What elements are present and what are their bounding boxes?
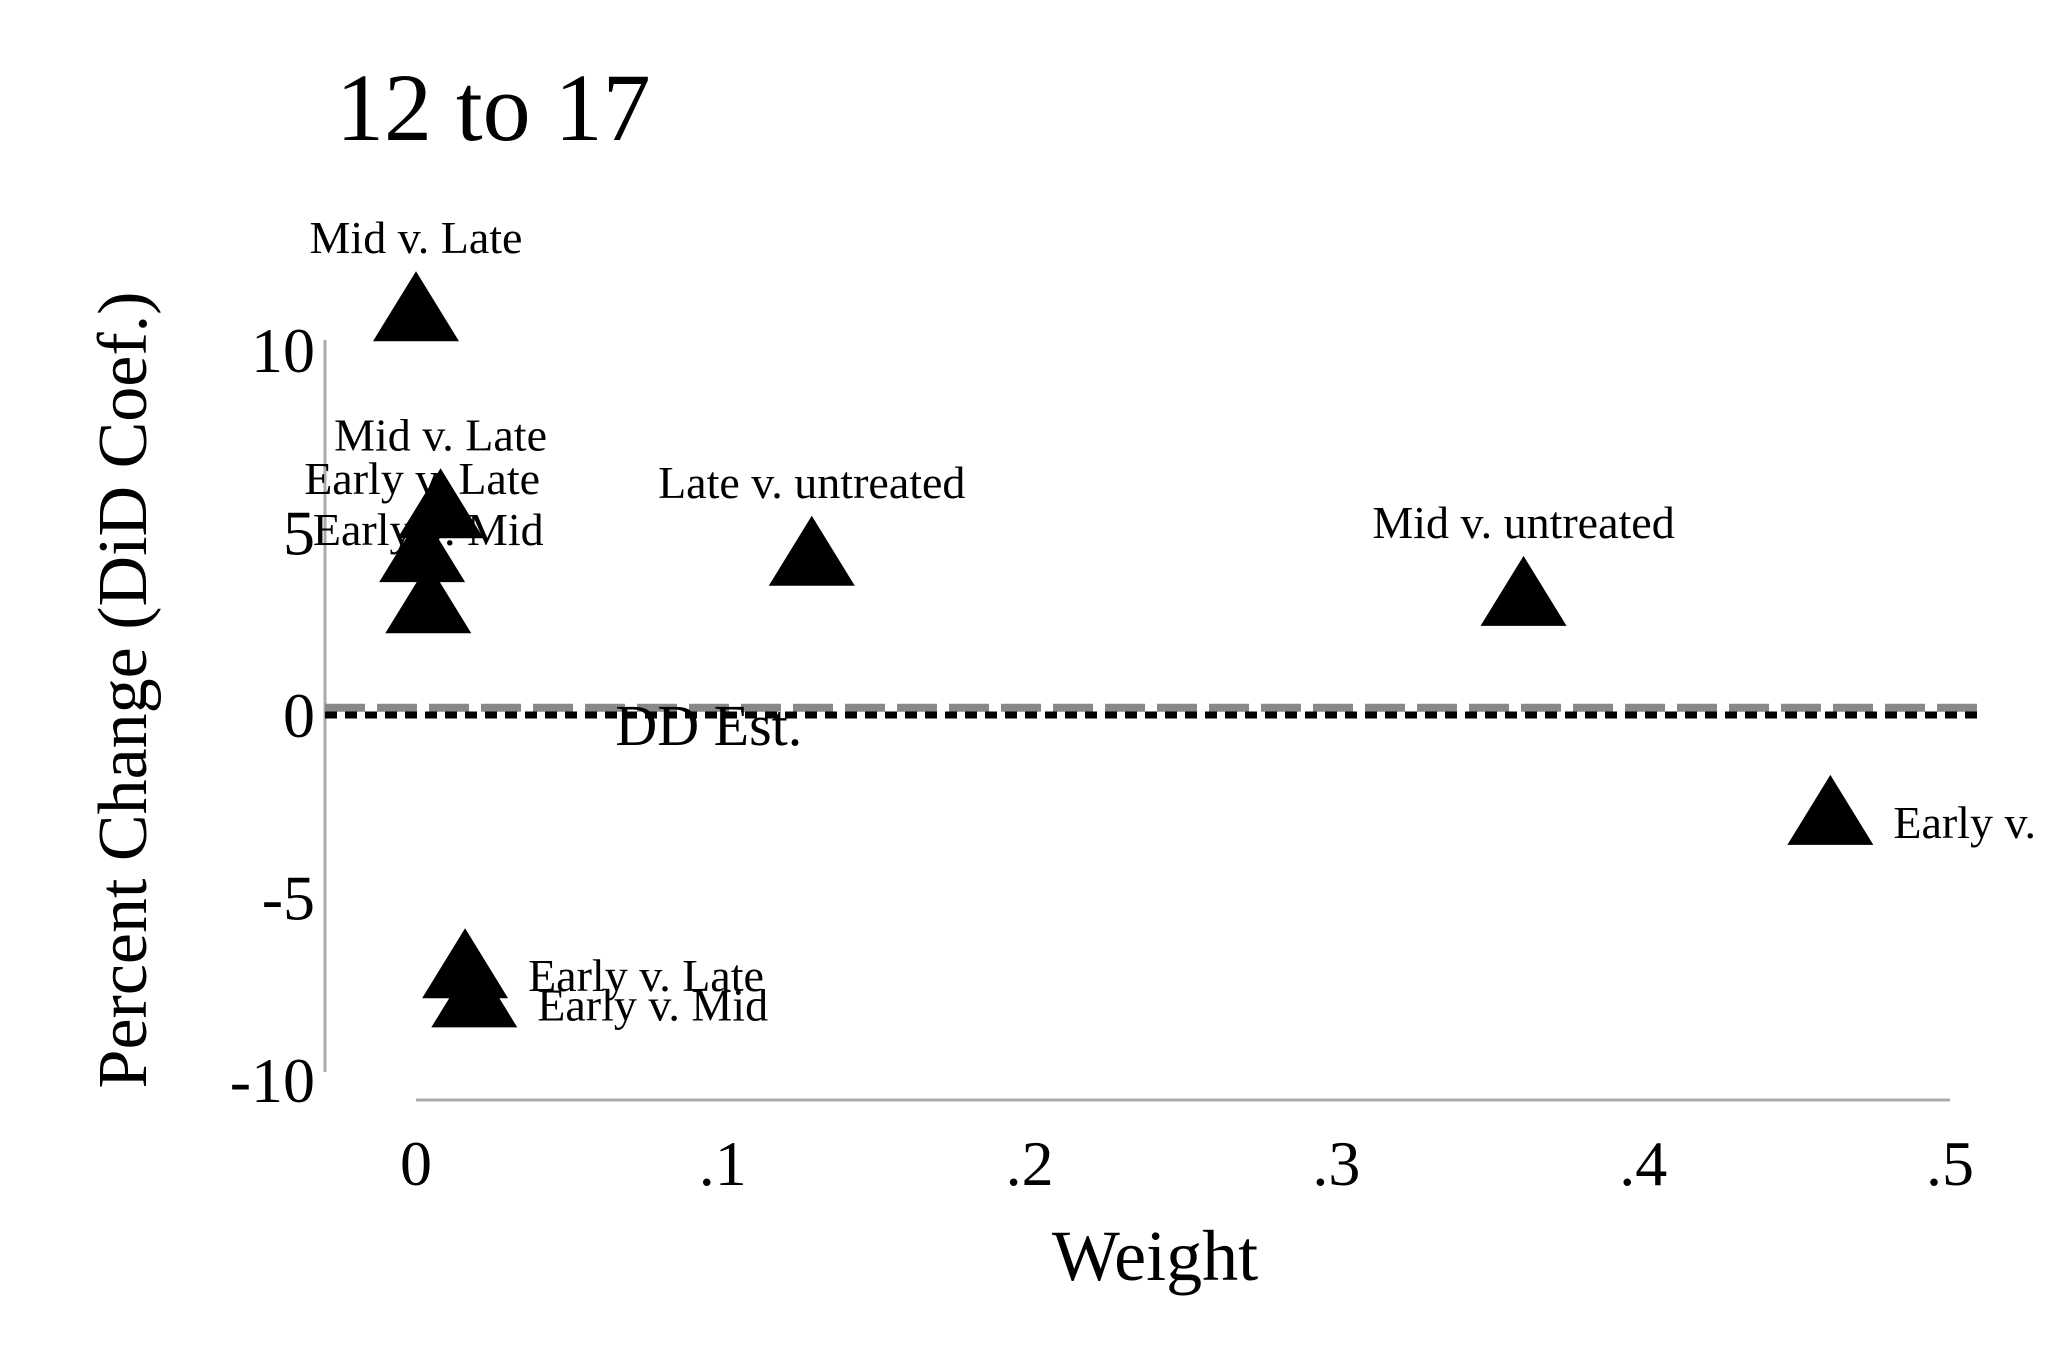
x-axis-label: Weight <box>1052 1216 1258 1296</box>
data-point-label: Late v. untreated <box>658 457 965 508</box>
data-point-marker <box>373 271 459 342</box>
y-axis-label: Percent Change (DiD Coef.) <box>85 292 162 1089</box>
data-point-marker <box>385 563 472 634</box>
data-point-marker <box>1787 774 1874 845</box>
x-tick-label: 0 <box>400 1128 432 1199</box>
dd-estimate-annotation: DD Est. <box>615 693 802 758</box>
y-tick-label: -10 <box>230 1045 315 1116</box>
data-point-label: Early v. Mid <box>537 979 768 1030</box>
y-tick-labels: 10 5 0 -5 -10 <box>230 315 315 1116</box>
x-tick-label: .4 <box>1619 1128 1667 1199</box>
x-tick-label: .3 <box>1312 1128 1360 1199</box>
x-tick-label: .5 <box>1926 1128 1974 1199</box>
y-tick-label: -5 <box>262 863 315 934</box>
data-point-label: Mid v. Late <box>310 212 523 263</box>
data-point-label: Early v. Mid <box>313 504 544 555</box>
data-point-label: Mid v. untreated <box>1372 497 1674 548</box>
x-tick-label: .1 <box>699 1128 747 1199</box>
annotations: DD Est. <box>615 693 802 758</box>
reference-lines <box>325 703 1985 719</box>
data-point-marker <box>431 957 518 1028</box>
y-tick-label: 0 <box>283 680 315 751</box>
chart-title: 12 to 17 <box>336 54 651 161</box>
data-point-label: Early v. Late <box>304 453 540 504</box>
x-tick-labels: 0 .1 .2 .3 .4 .5 <box>400 1128 1974 1199</box>
y-tick-label: 10 <box>251 315 315 386</box>
data-point-label: Mid v. Late <box>334 409 547 460</box>
x-tick-label: .2 <box>1006 1128 1054 1199</box>
data-point-label: Early v. <box>1893 797 2036 848</box>
data-point-label: Early v. Late <box>528 950 764 1001</box>
data-point-marker <box>1480 555 1567 626</box>
data-point-marker <box>379 512 466 583</box>
y-tick-label: 5 <box>283 498 315 569</box>
data-point-marker <box>768 515 855 586</box>
